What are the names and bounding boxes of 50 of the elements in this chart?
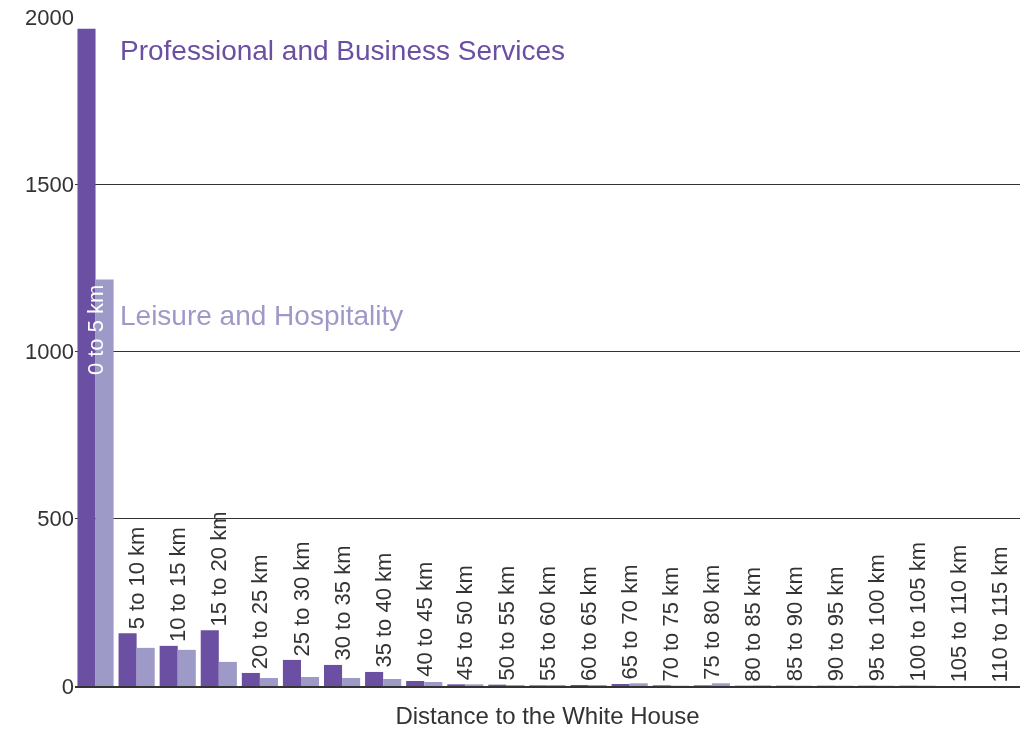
y-tick-label: 1000 (25, 339, 74, 365)
bar (629, 683, 648, 686)
x-tick-label: 25 to 30 km (288, 541, 314, 657)
bar (406, 680, 425, 686)
x-tick-label: 75 to 80 km (699, 564, 725, 680)
x-tick-label: 60 to 65 km (576, 566, 602, 682)
series-label: Leisure and Hospitality (120, 300, 404, 331)
x-axis-title: Distance to the White House (395, 701, 700, 729)
x-tick-label: 70 to 75 km (657, 566, 683, 682)
bar (365, 671, 384, 686)
bar (711, 683, 730, 686)
x-tick-label: 110 to 115 km (987, 546, 1013, 683)
bar (282, 659, 301, 686)
bar (342, 677, 361, 686)
bar (611, 683, 630, 686)
bar (177, 649, 196, 686)
y-tick-label: 500 (37, 506, 74, 532)
x-tick-label: 105 to 110 km (946, 544, 972, 683)
x-tick-label: 35 to 40 km (370, 552, 396, 668)
x-tick-label: 90 to 95 km (822, 566, 848, 682)
series-label: Professional and Business Services (120, 35, 566, 66)
x-tick-label: 30 to 35 km (329, 545, 355, 661)
x-tick-label: 80 to 85 km (740, 566, 766, 682)
x-tick-label: 50 to 55 km (494, 565, 520, 681)
y-tick-label: 1500 (25, 171, 74, 197)
x-tick-label: 20 to 25 km (247, 554, 273, 670)
x-tick-label: 85 to 90 km (781, 566, 807, 682)
bar (241, 672, 260, 686)
x-tick-label: 10 to 15 km (165, 527, 191, 643)
x-tick-label: 5 to 10 km (123, 526, 149, 630)
x-tick-label: 45 to 50 km (452, 565, 478, 681)
bar (118, 633, 137, 686)
y-tick-label: 0 (61, 673, 74, 699)
bar (300, 676, 320, 686)
x-tick-label: 65 to 70 km (616, 564, 642, 680)
bar (424, 681, 443, 686)
bar (259, 677, 278, 686)
y-tick-label: 2000 (25, 4, 74, 30)
x-tick-label: 100 to 105 km (905, 542, 931, 682)
x-tick-label: 95 to 100 km (864, 554, 890, 682)
x-tick-label: 0 to 5 km (82, 284, 108, 376)
bar (323, 664, 343, 686)
bar (136, 647, 155, 686)
bar (159, 645, 178, 686)
bar (218, 661, 237, 686)
x-tick-label: 55 to 60 km (535, 566, 560, 681)
x-tick-label: 15 to 20 km (206, 511, 232, 627)
bar (383, 678, 402, 686)
bar (200, 630, 219, 686)
x-tick-label: 40 to 45 km (411, 561, 437, 677)
